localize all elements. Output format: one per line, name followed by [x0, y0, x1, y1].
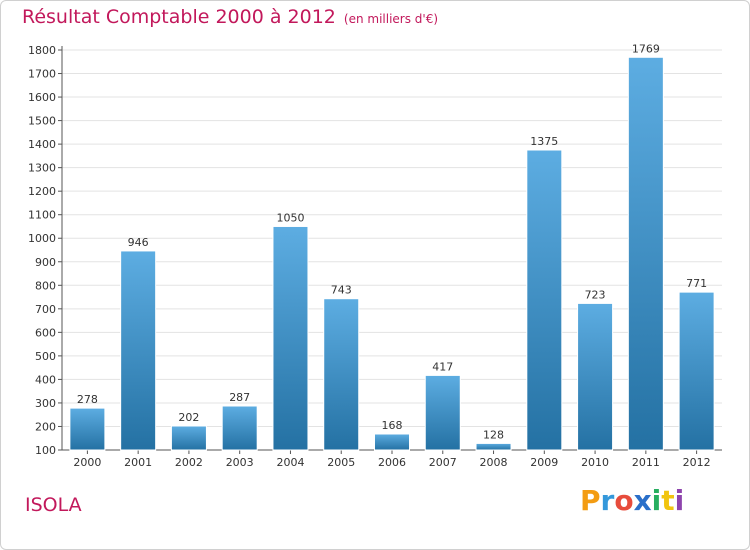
bar — [272, 225, 309, 451]
y-tick-label: 500 — [35, 350, 56, 363]
value-label: 723 — [585, 288, 606, 301]
y-tick-label: 200 — [35, 420, 56, 433]
proxiti-logo: Proxiti — [580, 484, 684, 517]
value-label: 1050 — [276, 211, 304, 224]
logo-letter: i — [674, 484, 685, 517]
logo-letter: i — [651, 484, 662, 517]
value-label: 278 — [77, 393, 98, 406]
logo-letter: o — [614, 484, 634, 517]
bar — [374, 433, 410, 451]
y-tick-label: 600 — [35, 326, 56, 339]
town-name: ISOLA — [25, 494, 82, 516]
x-tick-label: 2003 — [226, 456, 254, 469]
bar — [120, 250, 157, 451]
chart-title-text: Résultat Comptable 2000 à 2012 — [22, 6, 336, 28]
y-tick-label: 1100 — [28, 209, 56, 222]
value-label: 1769 — [632, 42, 660, 55]
bar — [475, 442, 512, 451]
x-tick-label: 2005 — [327, 456, 355, 469]
y-tick-label: 1400 — [28, 138, 56, 151]
bar — [323, 298, 360, 451]
x-tick-label: 2008 — [480, 456, 508, 469]
logo-letter: r — [600, 484, 615, 517]
y-tick-label: 1300 — [28, 162, 56, 175]
x-tick-label: 2009 — [530, 456, 558, 469]
x-tick-label: 2011 — [632, 456, 660, 469]
x-tick-label: 2004 — [276, 456, 304, 469]
value-label: 417 — [432, 360, 453, 373]
bar — [170, 425, 207, 451]
y-tick-label: 1200 — [28, 185, 56, 198]
y-tick-label: 1700 — [28, 68, 56, 81]
value-label: 287 — [229, 391, 250, 404]
bar — [577, 302, 614, 451]
y-tick-label: 900 — [35, 256, 56, 269]
value-label: 743 — [331, 284, 352, 297]
value-label: 946 — [128, 236, 149, 249]
value-label: 202 — [178, 411, 199, 424]
y-tick-label: 1600 — [28, 91, 56, 104]
labels: 100 200 300 400 500 600 700 800 900 1000 1100 1200 1… — [28, 42, 711, 469]
y-tick-label: 100 — [35, 444, 56, 457]
logo-letter: x — [633, 484, 652, 517]
chart-title: Résultat Comptable 2000 à 2012 (en millie… — [22, 6, 438, 28]
bar — [424, 374, 461, 451]
y-tick-label: 1800 — [28, 44, 56, 57]
x-tick-label: 2007 — [429, 456, 457, 469]
y-tick-label: 1500 — [28, 115, 56, 128]
x-tick-label: 2010 — [581, 456, 609, 469]
logo-letter: P — [580, 484, 601, 517]
bar — [678, 291, 715, 451]
bar — [526, 149, 563, 451]
x-tick-label: 2002 — [175, 456, 203, 469]
y-tick-label: 400 — [35, 373, 56, 386]
bar — [69, 407, 106, 451]
logo-letter: t — [661, 484, 675, 517]
x-tick-label: 2012 — [683, 456, 711, 469]
bar — [221, 405, 258, 451]
y-tick-label: 800 — [35, 279, 56, 292]
x-tick-label: 2006 — [378, 456, 406, 469]
y-tick-label: 1000 — [28, 232, 56, 245]
y-tick-label: 300 — [35, 397, 56, 410]
value-label: 128 — [483, 428, 504, 441]
bar — [627, 56, 664, 451]
value-label: 771 — [686, 277, 707, 290]
x-tick-label: 2000 — [73, 456, 101, 469]
value-label: 168 — [382, 419, 403, 432]
grid-lines — [62, 49, 722, 451]
axes — [58, 46, 722, 454]
x-tick-label: 2001 — [124, 456, 152, 469]
chart-unit-label: (en milliers d'€) — [343, 12, 439, 26]
y-tick-label: 700 — [35, 303, 56, 316]
value-label: 1375 — [530, 135, 558, 148]
bars — [69, 56, 715, 451]
